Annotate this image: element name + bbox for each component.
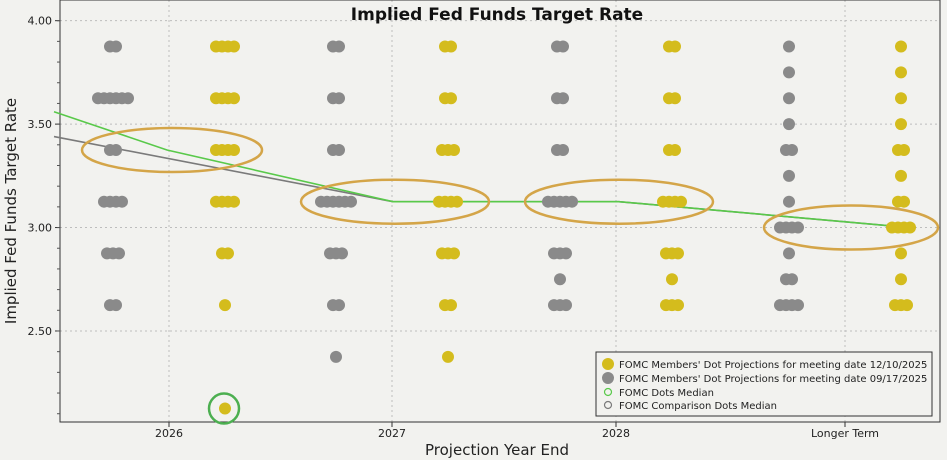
plot-area [59, 0, 941, 423]
x-axis-label: Projection Year End [425, 441, 569, 459]
highlight-ellipse [523, 178, 715, 225]
x-tick-label: 2026 [155, 427, 183, 440]
dot-previous [345, 195, 357, 208]
dot-current [672, 247, 684, 260]
dot-current [228, 40, 240, 53]
dot-previous [566, 195, 578, 208]
dot-previous [783, 66, 795, 79]
y-tick-label: 2.50 [28, 325, 53, 338]
dot-previous [786, 273, 798, 286]
legend-label-current-dots: FOMC Members' Dot Projections for meetin… [619, 360, 927, 371]
dot-previous [333, 40, 345, 53]
x-tick-label: Longer Term [811, 427, 879, 440]
dot-current [675, 195, 687, 208]
dot-current [445, 40, 457, 53]
dot-current [228, 92, 240, 105]
x-tick-label: 2028 [602, 427, 630, 440]
highlight-annotations [80, 126, 940, 425]
dot-current [219, 299, 231, 312]
dot-previous [792, 299, 804, 312]
y-axis-label: Implied Fed Funds Target Rate [2, 98, 20, 324]
legend-marker-dots-median [603, 387, 613, 397]
highlight-ellipse [762, 204, 940, 251]
dots-median-line [53, 110, 911, 229]
dot-current [219, 402, 231, 415]
chart-title: Implied Fed Funds Target Rate [351, 5, 643, 25]
dot-previous [783, 40, 795, 53]
dot-projections [92, 40, 916, 415]
dot-current [898, 143, 910, 156]
dot-current [222, 247, 234, 260]
legend-marker-comparison-median [603, 400, 613, 410]
x-tick-label: 2027 [378, 427, 406, 440]
dot-previous [330, 350, 342, 363]
dot-previous [783, 169, 795, 182]
dot-current [448, 247, 460, 260]
dot-current [669, 92, 681, 105]
dot-current [895, 247, 907, 260]
highlight-ellipse [80, 126, 264, 174]
dot-current [669, 40, 681, 53]
dot-previous [783, 195, 795, 208]
dot-previous [783, 247, 795, 260]
dot-current [898, 195, 910, 208]
y-tick-label: 3.50 [28, 118, 53, 131]
dot-previous [792, 221, 804, 234]
legend-marker-current-dots [602, 358, 614, 370]
dot-previous [116, 195, 128, 208]
dot-current [448, 143, 460, 156]
dot-previous [557, 143, 569, 156]
dot-previous [333, 143, 345, 156]
dot-current [445, 92, 457, 105]
legend-label-comparison-median: FOMC Comparison Dots Median [619, 401, 777, 412]
highlight-ellipse [299, 178, 491, 225]
y-tick-label: 4.00 [28, 15, 53, 28]
dot-current [451, 195, 463, 208]
dot-current [895, 169, 907, 182]
dot-current [895, 118, 907, 131]
dot-previous [113, 247, 125, 260]
legend-label-previous-dots: FOMC Members' Dot Projections for meetin… [619, 374, 927, 385]
highlight-circle [207, 392, 241, 425]
dot-previous [786, 143, 798, 156]
y-tick-label: 3.00 [28, 222, 53, 235]
dot-current [895, 92, 907, 105]
dot-previous [783, 118, 795, 131]
legend-marker-previous-dots [602, 372, 614, 384]
dot-previous [333, 299, 345, 312]
axis-ticks: 2.50 3.00 3.50 4.00 2026 2027 2028 Longer Term [28, 15, 880, 440]
dot-previous [783, 92, 795, 105]
dot-previous [110, 143, 122, 156]
dot-previous [336, 247, 348, 260]
dot-previous [122, 92, 134, 105]
legend-box [595, 351, 933, 417]
dot-previous [560, 247, 572, 260]
dot-current [442, 350, 454, 363]
dot-current [672, 299, 684, 312]
dot-current [228, 195, 240, 208]
dot-current [445, 299, 457, 312]
dot-previous [110, 40, 122, 53]
dot-previous [333, 92, 345, 105]
dot-current [666, 273, 678, 286]
dot-previous [557, 92, 569, 105]
dot-current [895, 273, 907, 286]
dot-previous [560, 299, 572, 312]
dot-current [904, 221, 916, 234]
legend-label-dots-median: FOMC Dots Median [619, 388, 714, 399]
dot-current [669, 143, 681, 156]
dot-previous [554, 273, 566, 286]
dot-current [228, 143, 240, 156]
dot-previous [110, 299, 122, 312]
dot-current [901, 299, 913, 312]
dot-previous [557, 40, 569, 53]
dot-current [895, 40, 907, 53]
legend: FOMC Members' Dot Projections for meetin… [595, 351, 933, 417]
dot-current [895, 66, 907, 79]
